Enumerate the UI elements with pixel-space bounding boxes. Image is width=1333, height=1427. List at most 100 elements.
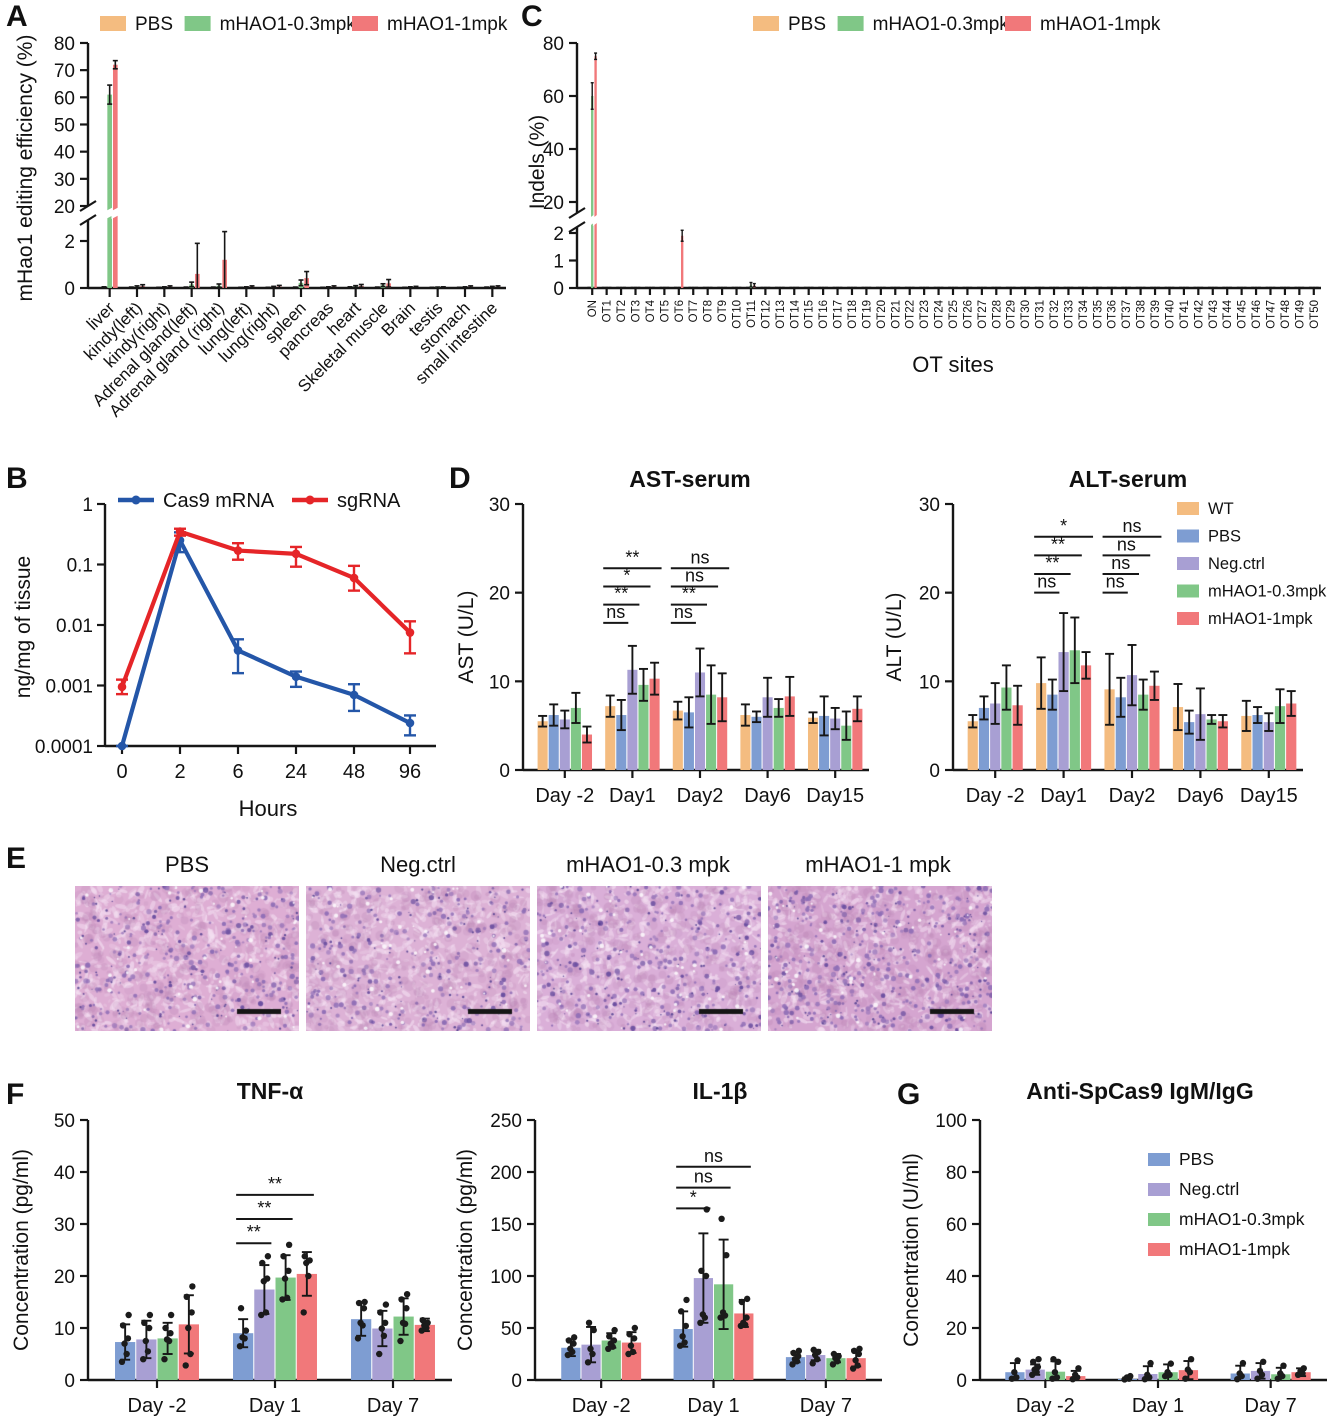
data-point-dot [795,1347,803,1355]
data-point-dot [723,1252,730,1259]
data-point-dot [237,1305,245,1312]
data-point-dot [849,1365,857,1372]
data-point-dot [565,1337,573,1344]
data-point-dot [829,1361,837,1368]
data-point-dot [189,1283,196,1290]
significance-label: ns [1117,534,1136,554]
x-category-label: OT37 [1121,300,1133,329]
y-tick-label: 0 [499,761,510,782]
data-point-dot [627,1342,635,1349]
x-category-label: OT1 [602,300,614,322]
legend: Cas9 mRNA sgRNA [118,490,401,512]
series-marker [175,527,185,536]
data-point-dot [626,1331,633,1338]
y-tick-label: 0 [956,1371,967,1392]
x-category-label: OT27 [977,300,989,329]
x-category-label: OT43 [1208,300,1220,329]
bar-PBS [351,1319,372,1380]
y-tick-label: 1 [553,252,564,273]
data-point-dot [380,1332,388,1339]
series-line-Cas9 mRNA [119,538,413,749]
x-category-label: Day -2 [966,785,1025,807]
data-point-dot [142,1337,149,1345]
data-point-dot [403,1305,410,1312]
x-category-label: Day 1 [249,1395,301,1417]
y-tick-label: 200 [490,1163,522,1184]
legend-swatch-mHAO1-0.3mpk [837,16,864,31]
data-point-dot [794,1352,802,1360]
x-tick-label: 0 [116,761,127,783]
data-point-dot [162,1324,169,1332]
x-category-label: OT4 [645,299,657,322]
data-point-dot [146,1311,154,1319]
bar-PBS [1252,715,1263,770]
data-point-dot [682,1322,690,1330]
y-tick-label: 0 [553,279,564,300]
data-point-dot [424,1319,431,1326]
data-point-dot [584,1359,592,1366]
data-point-dot [719,1309,727,1316]
data-point-dot [585,1319,593,1326]
bar-mHAO1-1mpk [594,56,597,288]
bar-mHAO1-0.3mpk [1001,687,1012,770]
series-marker [117,682,127,692]
y-tick-label: 2 [553,224,564,245]
x-category-label: OT2 [616,300,628,322]
x-category-label: Day15 [806,785,864,807]
x-tick-label: 6 [232,761,243,783]
data-point-dot [285,1267,292,1274]
data-point-dot [702,1272,710,1280]
x-tick-label: 96 [399,761,421,783]
legend-label: mHAO1-0.3mpk [1179,1209,1305,1229]
data-point-dot [699,1311,707,1318]
y-tick-label: 0.01 [56,616,93,637]
legend-swatch-Neg.ctrl [1148,1183,1170,1196]
x-category-label: OT40 [1164,300,1176,329]
y-tick-label: 1 [82,495,93,516]
data-point-dot [1254,1375,1261,1382]
bar-Neg.ctrl [254,1289,275,1380]
data-point-dot [281,1275,289,1282]
significance-label: ns [685,565,704,585]
data-point-dot [854,1362,861,1369]
data-point-dot [301,1253,308,1260]
data-point-dot [119,1322,127,1329]
significance-label: ** [257,1198,271,1218]
x-category-label: ON [587,300,599,317]
y-tick-label: 60 [543,87,564,108]
data-point-dot [144,1348,152,1355]
series-marker [233,546,243,555]
x-category-label: OT31 [1035,300,1047,329]
x-category-label: OT44 [1222,299,1234,328]
data-point-dot [855,1350,863,1358]
bar-WT [1104,689,1115,770]
data-point-dot [398,1296,405,1303]
panel-label-e: E [6,842,27,875]
data-point-dot [1236,1370,1243,1377]
data-point-dot [810,1346,817,1354]
data-point-dot [610,1337,618,1344]
legend: PBS mHAO1-0.3mpk mHAO1-1mpk [753,14,1161,35]
bar-mHAO1-1mpk [784,696,795,770]
data-point-dot [830,1350,838,1358]
x-category-label: OT32 [1049,300,1061,329]
bar-break-gap [589,214,595,226]
data-point-dot [698,1267,705,1274]
data-point-dot [1300,1365,1307,1372]
bar-mHAO1-0.3mpk [714,1284,734,1380]
x-category-label: OT17 [833,300,845,329]
data-point-dot [397,1337,404,1345]
series-marker [405,718,415,728]
data-point-dot [1167,1360,1175,1367]
data-point-dot [141,1319,148,1326]
x-category-label: OT49 [1294,300,1306,329]
bar-Neg.ctrl [559,719,570,770]
legend-label: Neg.ctrl [1208,555,1265,573]
bar-PBS [683,712,694,770]
significance-label: ns [1106,572,1125,592]
bar-PBS [1115,697,1126,770]
legend-label: mHAO1-0.3mpk [873,14,1010,35]
x-category-label: Day2 [1109,785,1156,807]
x-category-label: OT38 [1136,300,1148,329]
x-category-label: Day 7 [1245,1395,1297,1417]
